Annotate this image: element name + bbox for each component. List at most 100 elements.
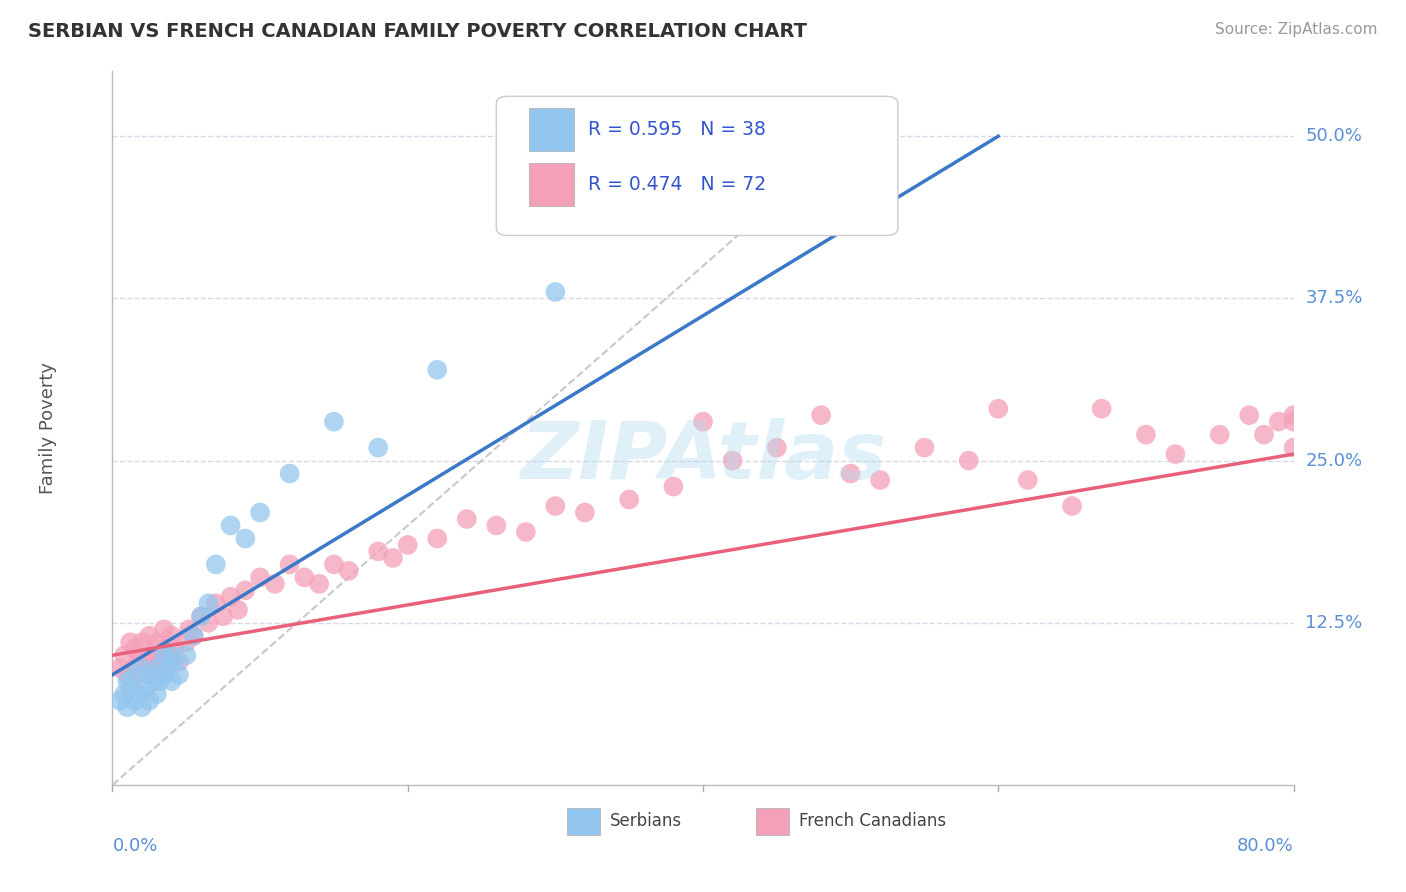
Point	[914, 441, 936, 455]
Point	[160, 674, 183, 689]
Point	[278, 558, 301, 572]
Point	[117, 700, 138, 714]
Point	[160, 629, 183, 643]
Point	[117, 667, 138, 681]
Point	[120, 681, 142, 695]
Point	[219, 518, 242, 533]
Point	[382, 550, 405, 565]
Point	[190, 609, 212, 624]
Text: Family Poverty: Family Poverty	[38, 362, 56, 494]
Point	[149, 674, 172, 689]
Point	[124, 661, 146, 675]
Point	[190, 609, 212, 624]
Point	[662, 479, 685, 493]
Point	[146, 687, 169, 701]
Point	[112, 648, 135, 663]
Point	[987, 401, 1010, 416]
Point	[138, 667, 160, 681]
Point	[337, 564, 360, 578]
Text: SERBIAN VS FRENCH CANADIAN FAMILY POVERTY CORRELATION CHART: SERBIAN VS FRENCH CANADIAN FAMILY POVERT…	[28, 22, 807, 41]
Point	[544, 285, 567, 299]
Text: French Canadians: French Canadians	[799, 813, 946, 830]
Point	[112, 687, 135, 701]
Point	[108, 693, 131, 707]
Point	[138, 661, 160, 675]
Text: 25.0%: 25.0%	[1305, 451, 1362, 469]
Point	[839, 467, 862, 481]
Point	[124, 667, 146, 681]
Text: ZIPAtlas: ZIPAtlas	[520, 417, 886, 496]
Point	[131, 635, 153, 649]
Point	[131, 700, 153, 714]
Point	[323, 558, 346, 572]
Point	[426, 363, 449, 377]
Point	[153, 667, 176, 681]
Point	[1282, 441, 1305, 455]
Point	[128, 655, 150, 669]
Point	[426, 532, 449, 546]
Point	[163, 655, 186, 669]
Point	[128, 687, 150, 701]
Point	[174, 635, 197, 649]
Point	[124, 641, 146, 656]
Point	[1062, 499, 1084, 513]
Point	[153, 641, 176, 656]
Text: R = 0.595   N = 38: R = 0.595 N = 38	[589, 120, 766, 139]
Point	[515, 524, 537, 539]
Point	[174, 648, 197, 663]
Text: 80.0%: 80.0%	[1237, 837, 1294, 855]
Point	[117, 674, 138, 689]
Text: 37.5%: 37.5%	[1305, 289, 1362, 308]
Point	[278, 467, 301, 481]
Point	[219, 590, 242, 604]
FancyBboxPatch shape	[530, 163, 574, 206]
Point	[120, 635, 142, 649]
Point	[138, 629, 160, 643]
Point	[134, 648, 156, 663]
Point	[264, 577, 287, 591]
Text: R = 0.474   N = 72: R = 0.474 N = 72	[589, 175, 766, 194]
Text: 12.5%: 12.5%	[1305, 614, 1362, 632]
Point	[124, 693, 146, 707]
Point	[396, 538, 419, 552]
Point	[212, 609, 235, 624]
Point	[1282, 415, 1305, 429]
Point	[146, 635, 169, 649]
Point	[367, 441, 389, 455]
Text: 0.0%: 0.0%	[112, 837, 157, 855]
Point	[142, 674, 165, 689]
Point	[367, 544, 389, 558]
Point	[957, 453, 980, 467]
Point	[167, 655, 190, 669]
Point	[1268, 415, 1291, 429]
Point	[179, 622, 201, 636]
Point	[197, 615, 219, 630]
Point	[153, 622, 176, 636]
Point	[1017, 473, 1039, 487]
Point	[308, 577, 330, 591]
Point	[1091, 401, 1114, 416]
Point	[146, 661, 169, 675]
Point	[1282, 408, 1305, 422]
Text: Serbians: Serbians	[610, 813, 682, 830]
Point	[153, 648, 176, 663]
FancyBboxPatch shape	[496, 96, 898, 235]
Point	[183, 629, 205, 643]
Point	[197, 596, 219, 610]
Point	[226, 603, 249, 617]
Point	[205, 596, 228, 610]
Point	[544, 499, 567, 513]
FancyBboxPatch shape	[567, 808, 600, 835]
Point	[766, 441, 789, 455]
Point	[456, 512, 478, 526]
Point	[721, 453, 744, 467]
Point	[1239, 408, 1261, 422]
Text: 50.0%: 50.0%	[1305, 128, 1362, 145]
Point	[249, 506, 271, 520]
FancyBboxPatch shape	[756, 808, 789, 835]
Point	[485, 518, 508, 533]
Point	[205, 558, 228, 572]
Point	[131, 667, 153, 681]
Point	[167, 667, 190, 681]
Point	[183, 629, 205, 643]
